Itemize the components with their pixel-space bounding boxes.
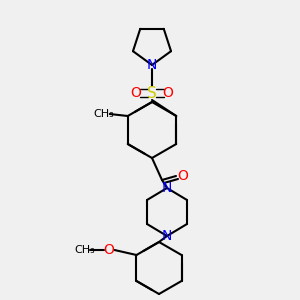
Text: N: N bbox=[162, 229, 172, 243]
Text: N: N bbox=[147, 58, 157, 72]
Text: CH₃: CH₃ bbox=[93, 109, 114, 119]
Text: O: O bbox=[163, 86, 173, 100]
Text: CH₃: CH₃ bbox=[74, 245, 95, 255]
Text: O: O bbox=[178, 169, 188, 183]
Text: O: O bbox=[130, 86, 141, 100]
Text: O: O bbox=[103, 243, 114, 257]
Text: S: S bbox=[147, 85, 157, 100]
Text: N: N bbox=[162, 181, 172, 195]
